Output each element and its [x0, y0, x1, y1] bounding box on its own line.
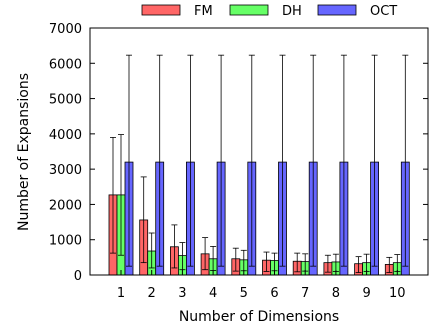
x-tick-label: 4 [209, 286, 217, 301]
legend-swatch-fm [141, 4, 181, 16]
y-axis-label: Number of Expansions [16, 73, 32, 231]
x-tick-label: 9 [362, 286, 370, 301]
x-axis-label: Number of Dimensions [179, 309, 339, 325]
y-tick-label: 2000 [49, 198, 82, 213]
y-tick-label: 0 [74, 269, 82, 284]
plot-frame [89, 27, 429, 276]
legend-label-oct: OCT [370, 4, 397, 19]
x-tick-label: 7 [301, 286, 309, 301]
x-tick-label: 1 [117, 286, 125, 301]
legend-label-dh: DH [282, 4, 302, 19]
y-tick-label: 6000 [49, 57, 82, 72]
errorbars-layer [110, 54, 409, 273]
y-tick-label: 3000 [49, 163, 82, 178]
legend-swatch-dh [229, 4, 269, 16]
x-tick-label: 8 [332, 286, 340, 301]
y-tick-label: 1000 [49, 234, 82, 249]
y-tick-label: 5000 [49, 93, 82, 108]
legend-swatch-oct [317, 4, 357, 16]
legend-label-fm: FM [194, 4, 213, 19]
x-tick-label: 5 [240, 286, 248, 301]
y-tick-label: 4000 [49, 128, 82, 143]
x-tick-label: 6 [270, 286, 278, 301]
x-tick-label: 3 [178, 286, 186, 301]
x-tick-label: 2 [148, 286, 156, 301]
legend: FM DH OCT [141, 4, 397, 19]
axes-layer: 0 1000 2000 3000 4000 5000 6000 7000 1 2 3 4 5 6 7 8 9 10 [49, 22, 429, 301]
x-tick-label: 10 [389, 286, 406, 301]
bars-layer [108, 161, 410, 276]
y-tick-label: 7000 [49, 22, 82, 37]
